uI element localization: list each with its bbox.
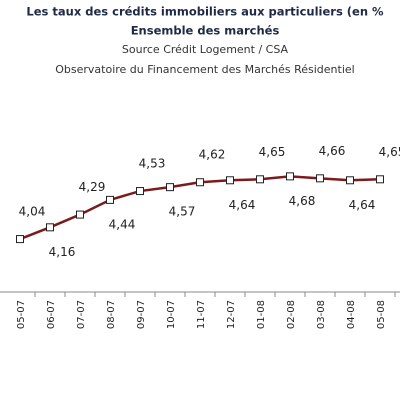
data-label: 4,64 [349, 198, 376, 212]
data-label: 4,44 [109, 217, 136, 231]
data-label: 4,29 [79, 180, 106, 194]
chart-source: Source Crédit Logement / CSA [122, 43, 289, 56]
x-tick-label: 01-08 [256, 300, 267, 329]
x-tick-label: 02-08 [286, 300, 297, 329]
data-label: 4,64 [229, 198, 256, 212]
marker [346, 176, 354, 185]
chart-note: Observatoire du Financement des Marchés … [55, 63, 354, 76]
marker [316, 174, 324, 183]
x-tick-label: 11-07 [196, 300, 207, 329]
data-label: 4,65 [259, 145, 286, 159]
data-label: 4,62 [199, 148, 226, 162]
chart-subtitle: Ensemble des marchés [131, 24, 280, 38]
marker [16, 235, 24, 244]
x-tick-label: 07-07 [76, 300, 87, 329]
x-tick-label: 03-08 [316, 300, 327, 329]
data-label: 4,66 [319, 144, 346, 158]
chart-title: Les taux des crédits immobiliers aux par… [26, 5, 384, 19]
marker [256, 175, 264, 184]
x-tick-label: 06-07 [46, 300, 57, 329]
x-tick-label: 09-07 [136, 300, 147, 329]
marker [196, 178, 204, 187]
data-label: 4,68 [289, 194, 316, 208]
marker [376, 175, 384, 184]
x-tick-label: 10-07 [166, 300, 177, 329]
marker [166, 183, 174, 192]
marker [226, 176, 234, 185]
marker [76, 210, 84, 219]
marker [136, 187, 144, 196]
data-label: 4,04 [19, 205, 46, 219]
x-tick-label: 05-07 [16, 300, 27, 329]
marker [46, 223, 54, 232]
data-label: 4,53 [139, 157, 166, 171]
marker [286, 172, 294, 181]
x-tick-label: 08-07 [106, 300, 117, 329]
data-label: 4,65 [379, 145, 400, 159]
x-tick-label: 04-08 [346, 300, 357, 329]
marker [106, 195, 114, 204]
x-tick-label: 05-08 [376, 300, 387, 329]
data-label: 4,16 [49, 245, 76, 259]
data-label: 4,57 [169, 205, 196, 219]
x-tick-label: 12-07 [226, 300, 237, 329]
